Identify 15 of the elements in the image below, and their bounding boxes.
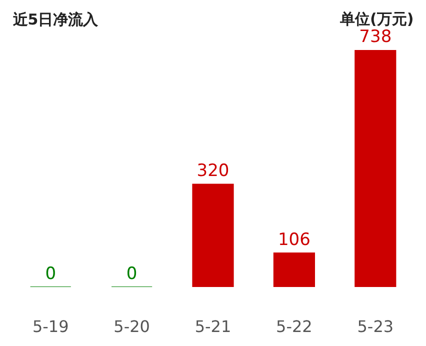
x-tick-label: 5-23 <box>357 317 394 336</box>
data-label: 320 <box>196 161 230 182</box>
data-label: 0 <box>126 264 138 284</box>
data-label: 106 <box>278 230 310 250</box>
bar <box>192 184 234 287</box>
x-tick-label: 5-20 <box>114 317 150 336</box>
text: 单位(万元) <box>339 10 414 28</box>
data-label: 0 <box>45 264 56 284</box>
x-tick-label: 5-19 <box>32 317 69 336</box>
data-label: 738 <box>359 27 392 47</box>
bar <box>354 50 396 287</box>
bar <box>273 252 315 287</box>
chart-title: 近5日净流入 <box>12 10 100 28</box>
x-tick-label: 5-21 <box>194 317 232 336</box>
x-tick-label: 5-22 <box>276 317 312 336</box>
